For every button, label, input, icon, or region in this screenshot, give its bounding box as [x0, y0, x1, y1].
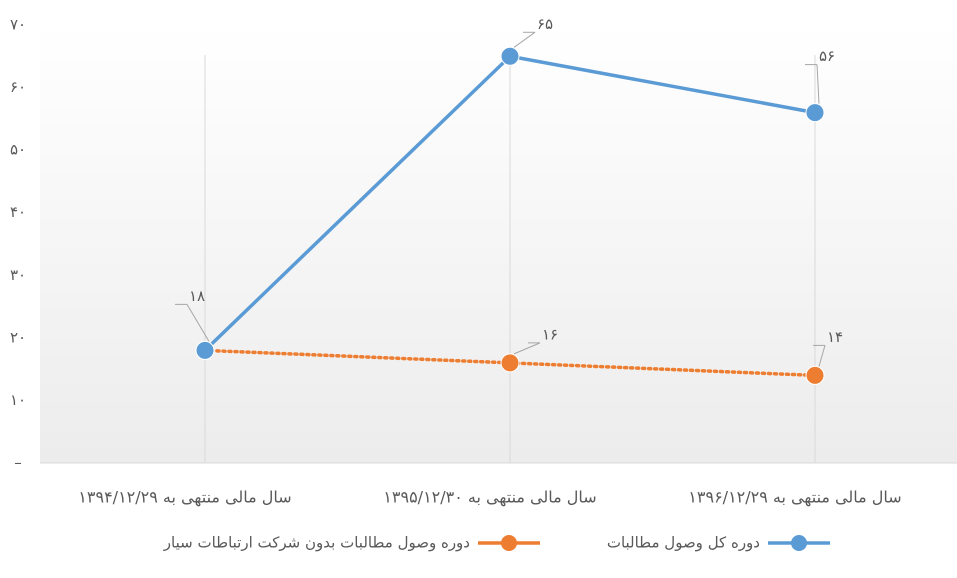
y-tick-label: ۵۰: [10, 141, 26, 159]
y-tick-label: –: [14, 454, 22, 472]
legend-label: دوره وصول مطالبات بدون شرکت ارتباطات سیا…: [163, 534, 470, 552]
marker: [805, 103, 825, 123]
y-tick-label: ۷۰: [10, 16, 26, 34]
leader-line: [513, 31, 536, 48]
marker: [500, 353, 520, 373]
data-label: ۶۵: [537, 15, 553, 33]
leader-line: [816, 64, 820, 104]
data-label: ۱۴: [827, 328, 843, 346]
y-tick-label: ۶۰: [10, 78, 26, 96]
y-tick-label: ۴۰: [10, 203, 26, 221]
legend-marker: [501, 535, 517, 551]
leader-line: [513, 342, 541, 355]
x-tick-label: سال مالی منتهی به ۱۳۹۵/۱۲/۳۰: [383, 488, 596, 508]
y-tick-label: ۳۰: [10, 266, 26, 284]
data-label: ۱۸: [189, 287, 205, 305]
legend-label: دوره کل وصول مطالبات: [607, 534, 760, 552]
data-label: ۵۶: [819, 47, 835, 65]
data-label: ۱۶: [542, 325, 558, 343]
legend-marker: [791, 535, 807, 551]
leader-line: [186, 304, 210, 342]
leader-line: [818, 345, 826, 367]
x-tick-label: سال مالی منتهی به ۱۳۹۶/۱۲/۲۹: [688, 488, 901, 508]
marker: [195, 340, 215, 360]
marker: [805, 365, 825, 385]
plot-area: [40, 25, 957, 463]
y-tick-label: ۲۰: [10, 328, 26, 346]
x-tick-label: سال مالی منتهی به ۱۳۹۴/۱۲/۲۹: [78, 488, 291, 508]
marker: [500, 46, 520, 66]
y-tick-label: ۱۰: [10, 391, 26, 409]
